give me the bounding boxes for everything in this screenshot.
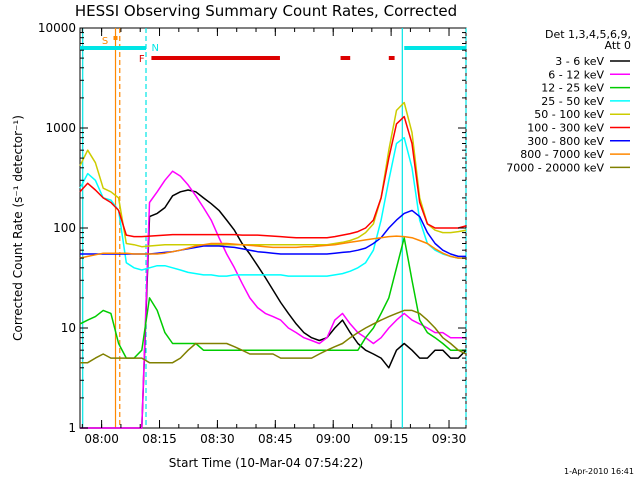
x-tick-label-3: 08:45	[258, 432, 293, 446]
x-tick-label-6: 09:30	[432, 432, 467, 446]
x-axis-label: Start Time (10-Mar-04 07:54:22)	[169, 456, 363, 470]
status-marker-S	[113, 36, 118, 40]
status-bars: S FN	[80, 36, 466, 65]
x-axis: 08:00 08:15 08:30 08:45 09:00 09:15 09:30	[81, 28, 467, 446]
legend-label-8: 7000 - 20000 keV	[506, 161, 604, 174]
y-tick-label-0: 1	[68, 421, 76, 435]
legend-label-6: 300 - 800 keV	[527, 135, 604, 148]
legend-label-0: 3 - 6 keV	[555, 55, 604, 68]
y-tick-label-4: 10000	[38, 21, 76, 35]
x-tick-label-2: 08:30	[200, 432, 235, 446]
series-line-7	[79, 235, 466, 259]
x-tick-label-4: 09:00	[316, 432, 351, 446]
legend-label-4: 50 - 100 keV	[534, 108, 604, 121]
chart-title: HESSI Observing Summary Count Rates, Cor…	[75, 2, 457, 20]
y-axis-label: Corrected Count Rate (s⁻¹ detector⁻¹)	[11, 115, 25, 341]
series-line-8	[80, 309, 467, 364]
series-line-1	[80, 170, 466, 429]
series-group	[79, 101, 467, 429]
y-tick-label-1: 10	[61, 321, 76, 335]
status-label-S: S	[102, 36, 108, 47]
plot-frame	[79, 27, 467, 429]
vertical-markers	[82, 28, 467, 428]
series-line-0	[80, 189, 467, 429]
series-line-2	[79, 236, 466, 359]
x-tick-label-0: 08:00	[84, 432, 119, 446]
timestamp: 1-Apr-2010 16:41	[564, 467, 634, 476]
series-line-4	[79, 101, 467, 248]
status-label-F: F	[139, 54, 145, 65]
legend-label-3: 25 - 50 keV	[541, 95, 604, 108]
series-line-3	[79, 136, 466, 277]
legend-label-1: 6 - 12 keV	[548, 68, 604, 81]
x-tick-label-5: 09:15	[374, 432, 409, 446]
legend-header-1: Att 0	[605, 39, 631, 52]
series-line-5	[79, 115, 467, 239]
legend-label-5: 100 - 300 keV	[527, 122, 604, 135]
x-tick-label-1: 08:15	[142, 432, 177, 446]
legend-label-2: 12 - 25 keV	[541, 82, 604, 95]
legend-header-0: Det 1,3,4,5,6,9,	[545, 28, 631, 41]
status-label-N: N	[152, 43, 159, 54]
y-tick-label-2: 100	[53, 221, 76, 235]
legend-label-7: 800 - 7000 keV	[520, 148, 604, 161]
y-axis: 1 10 100 1000 10000	[38, 21, 466, 435]
series-line-6	[80, 209, 466, 258]
y-tick-label-3: 1000	[45, 121, 76, 135]
